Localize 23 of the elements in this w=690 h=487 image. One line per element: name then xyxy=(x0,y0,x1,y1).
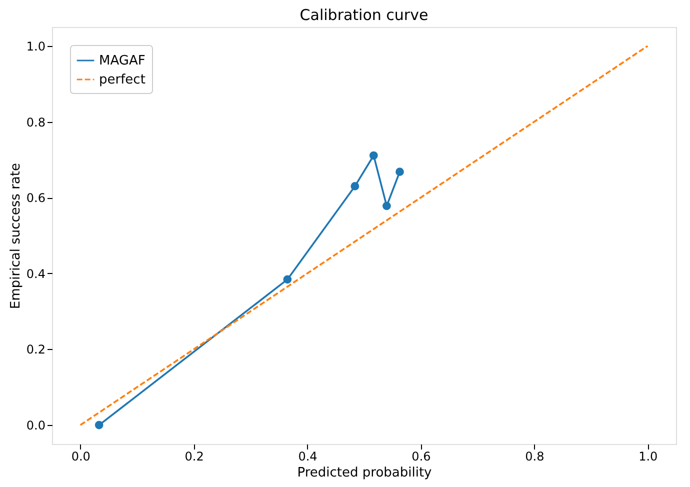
x-tick-label: 0.0 xyxy=(71,450,90,464)
y-tick-label: 0.0 xyxy=(26,418,46,433)
x-tick-label: 0.4 xyxy=(298,450,318,464)
point xyxy=(283,275,292,284)
chart-title: Calibration curve xyxy=(300,6,428,24)
x-tick-label: 0.6 xyxy=(412,450,431,464)
y-tick-label: 0.6 xyxy=(26,191,46,206)
point xyxy=(350,182,360,190)
legend-label: MAGAF xyxy=(99,54,146,68)
x-tick-label: 0.2 xyxy=(184,450,204,464)
point xyxy=(382,202,391,210)
x-axis-title: Predicted probability xyxy=(297,466,432,480)
y-tick-label: 0.4 xyxy=(26,266,46,281)
x-tick-label: 0.8 xyxy=(525,450,544,464)
y-tick-label: 1.0 xyxy=(26,39,46,54)
y-tick-label: 0.2 xyxy=(26,342,46,357)
y-axis-title: Empirical success rate xyxy=(8,163,24,309)
legend-label: perfect xyxy=(99,72,146,88)
point xyxy=(369,151,378,160)
point xyxy=(94,420,104,430)
x-tick-label: 1.0 xyxy=(638,450,658,464)
point xyxy=(396,168,404,176)
y-tick-label: 0.8 xyxy=(26,115,46,130)
